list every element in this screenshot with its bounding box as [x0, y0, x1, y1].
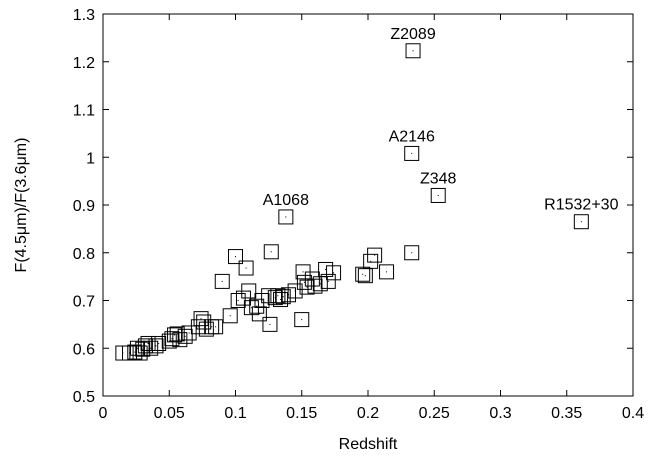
data-point	[294, 312, 310, 328]
data-point	[267, 290, 283, 306]
data-point	[367, 247, 383, 263]
x-tick-label: 0.4	[622, 405, 644, 422]
data-point	[249, 298, 265, 314]
data-point	[251, 306, 267, 322]
data-point	[169, 326, 185, 342]
x-tick-label: 0.1	[224, 405, 246, 422]
data-point	[355, 266, 371, 282]
y-tick-label: 0.6	[73, 341, 95, 358]
point-annotation: Z348	[420, 170, 457, 187]
data-point	[404, 145, 420, 161]
point-annotation: A1068	[263, 192, 309, 209]
y-tick-label: 1.1	[73, 103, 95, 120]
data-point	[270, 288, 286, 304]
data-point	[299, 279, 315, 295]
data-point	[214, 273, 230, 289]
data-point	[263, 244, 279, 260]
x-axis-ticks: 0 0.05 0.1 0.15 0.2 0.25 0.3 0.35 0.4	[99, 14, 644, 422]
data-point	[275, 289, 291, 305]
data-point	[379, 264, 395, 280]
data-point	[167, 327, 183, 343]
data-point	[296, 274, 312, 290]
data-point	[262, 316, 278, 332]
data-point	[177, 328, 193, 344]
data-point	[127, 344, 143, 360]
data-point	[241, 283, 257, 299]
data-point	[140, 335, 156, 351]
data-point	[164, 331, 180, 347]
x-tick-label: 0.2	[357, 405, 379, 422]
data-point	[198, 321, 214, 337]
data-point	[137, 338, 153, 354]
point-annotation: Z2089	[390, 26, 435, 43]
data-point	[190, 319, 206, 335]
x-axis-title: Redshift	[339, 436, 398, 453]
data-point	[287, 283, 303, 299]
data-point	[405, 43, 421, 59]
data-point	[430, 187, 446, 203]
y-tick-label: 0.8	[73, 246, 95, 263]
data-point	[278, 209, 294, 225]
y-tick-label: 1	[86, 150, 95, 167]
data-point	[363, 253, 379, 269]
x-tick-label: 0.25	[419, 405, 450, 422]
data-points	[115, 43, 589, 361]
x-tick-label: 0	[99, 405, 108, 422]
data-point	[326, 265, 342, 281]
data-point	[307, 278, 323, 294]
x-tick-label: 0.15	[286, 405, 317, 422]
y-tick-label: 1.3	[73, 7, 95, 24]
data-point	[148, 338, 164, 354]
data-point	[135, 341, 151, 357]
point-annotation: A2146	[389, 128, 435, 145]
data-point	[143, 340, 159, 356]
data-point	[208, 319, 224, 335]
x-tick-label: 0.3	[489, 405, 511, 422]
y-axis-title: F(4.5μm)/F(3.6μm)	[13, 138, 30, 273]
y-tick-label: 0.5	[73, 389, 95, 406]
data-point	[273, 292, 289, 308]
y-axis-ticks: 0.5 0.6 0.7 0.8 0.9 1 1.1 1.2 1.3	[73, 7, 633, 406]
point-annotation: R1532+30	[544, 197, 618, 214]
data-point	[320, 273, 336, 289]
data-point	[151, 335, 167, 351]
data-point	[573, 214, 589, 230]
data-point	[357, 268, 373, 284]
data-point	[238, 260, 254, 276]
x-tick-label: 0.35	[551, 405, 582, 422]
annotations: Z2089 A2146 Z348 A1068 R1532+30	[263, 26, 619, 214]
data-point	[222, 308, 238, 324]
data-point	[318, 261, 334, 277]
data-point	[404, 245, 420, 261]
y-tick-label: 1.2	[73, 55, 95, 72]
data-point	[122, 345, 137, 361]
data-point	[129, 340, 145, 356]
data-point	[228, 249, 243, 265]
y-tick-label: 0.7	[73, 294, 95, 311]
x-tick-label: 0.05	[154, 405, 185, 422]
y-tick-label: 0.9	[73, 198, 95, 215]
data-point	[193, 311, 209, 327]
data-point	[181, 325, 197, 341]
